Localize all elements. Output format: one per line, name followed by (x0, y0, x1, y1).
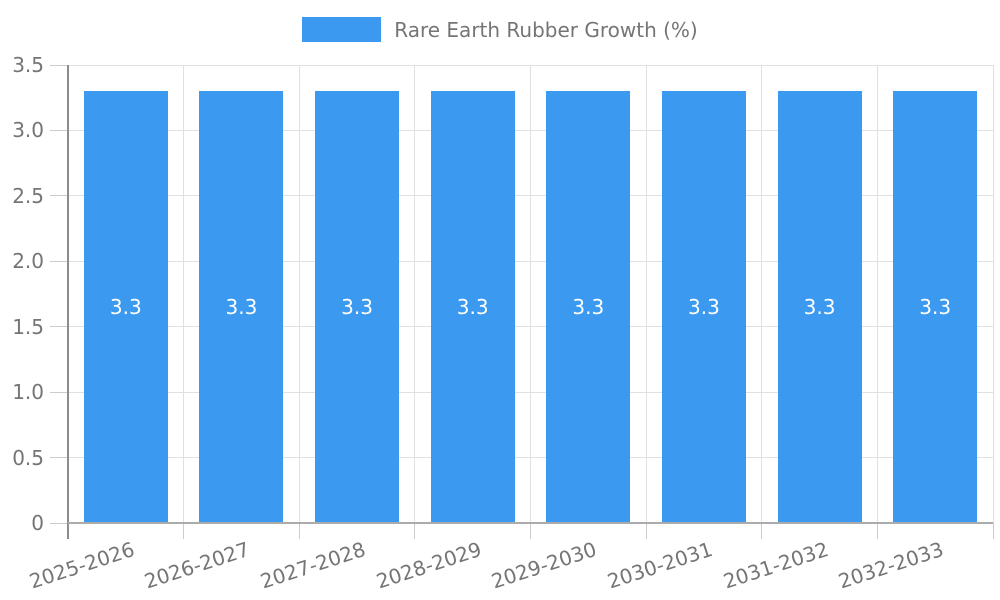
x-axis-tick-label: 2025-2026 (26, 537, 138, 594)
x-gridline (530, 65, 531, 523)
x-gridline (298, 65, 300, 523)
y-axis-tick-label: 0.5 (12, 445, 44, 470)
bar-value-label: 3.3 (688, 295, 720, 320)
y-axis-tick-label: 2.5 (12, 183, 44, 208)
legend-label: Rare Earth Rubber Growth (%) (394, 17, 698, 42)
y-tick (50, 129, 68, 131)
x-axis-tick-label: 2032-2033 (835, 537, 947, 594)
y-axis-tick-label: 3.5 (12, 53, 44, 77)
bar-value-label: 3.3 (919, 295, 952, 320)
x-axis-tick-label: 2026-2027 (141, 537, 253, 594)
bar[interactable] (546, 91, 631, 523)
y-axis-line (67, 65, 69, 539)
y-axis-tick-label: 2.0 (12, 249, 44, 274)
x-tick (530, 523, 531, 539)
y-tick (50, 391, 68, 393)
x-gridline (761, 65, 763, 523)
bar-value-label: 3.3 (572, 295, 605, 320)
x-tick (761, 523, 763, 539)
x-tick (183, 523, 185, 539)
bar-value-label: 3.3 (225, 295, 258, 320)
bar-value-label: 3.3 (803, 295, 836, 320)
x-tick (992, 523, 994, 539)
x-tick (876, 523, 878, 539)
bar-value-label: 3.3 (456, 295, 489, 320)
y-tick (50, 522, 68, 524)
y-tick (50, 64, 68, 66)
bar[interactable] (430, 91, 515, 523)
y-axis-tick-label: 0 (31, 511, 44, 535)
x-gridline (992, 65, 994, 523)
x-axis-tick-label: 2028-2029 (373, 537, 485, 594)
bar[interactable] (199, 91, 284, 523)
x-gridline (183, 65, 185, 523)
bar[interactable] (893, 91, 978, 523)
x-axis-tick-label: 2029-2030 (488, 537, 600, 594)
y-axis-tick-label: 1.0 (12, 380, 44, 405)
x-gridline (876, 65, 878, 523)
y-axis-tick-label: 1.5 (12, 314, 44, 339)
y-tick (50, 195, 68, 197)
x-gridline (645, 65, 647, 523)
legend[interactable]: Rare Earth Rubber Growth (%) (0, 17, 1000, 42)
y-tick (50, 260, 68, 262)
x-tick (414, 523, 416, 539)
x-axis-tick-label: 2030-2031 (604, 537, 716, 594)
x-axis-line (68, 522, 993, 524)
bar[interactable] (777, 91, 862, 523)
y-axis-tick-label: 3.0 (12, 118, 44, 143)
bar-value-label: 3.3 (109, 295, 142, 320)
x-tick (645, 523, 647, 539)
bar[interactable] (315, 91, 400, 523)
y-tick (50, 326, 68, 328)
bar-value-label: 3.3 (341, 295, 373, 320)
bar[interactable] (661, 91, 746, 523)
bar[interactable] (83, 91, 168, 523)
legend-swatch[interactable] (302, 17, 382, 42)
x-axis-tick-label: 2031-2032 (719, 537, 831, 594)
x-axis-tick-label: 2027-2028 (257, 537, 369, 594)
x-tick (298, 523, 300, 539)
y-tick (50, 457, 68, 459)
x-gridline (414, 65, 416, 523)
